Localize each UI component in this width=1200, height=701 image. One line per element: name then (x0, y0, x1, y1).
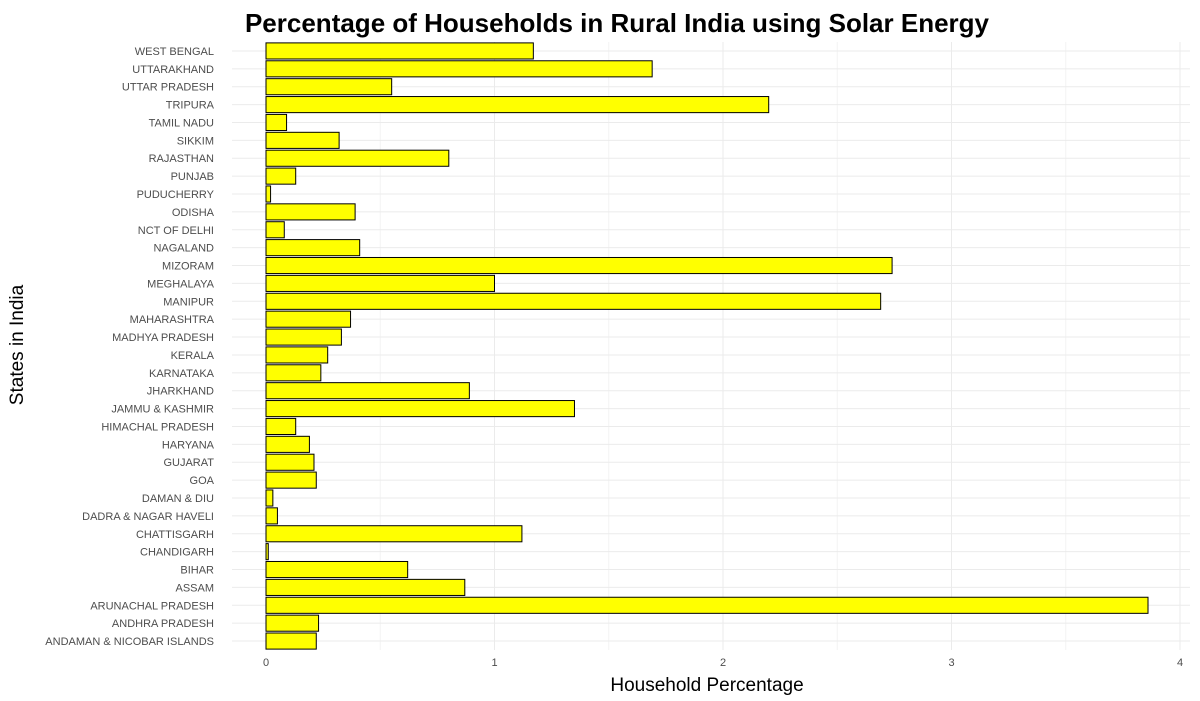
category-label: ODISHA (172, 207, 215, 219)
category-label: KERALA (171, 350, 215, 362)
category-label: ANDAMAN & NICOBAR ISLANDS (45, 636, 214, 648)
bar (265, 131, 340, 149)
category-label: PUDUCHERRY (137, 189, 215, 201)
chart-title: Percentage of Households in Rural India … (245, 8, 990, 38)
bar (265, 525, 523, 543)
category-label: HIMACHAL PRADESH (101, 421, 214, 433)
category-label: GUJARAT (163, 457, 214, 469)
x-tick-label: 4 (1177, 657, 1183, 669)
bar (265, 632, 317, 650)
category-label: RAJASTHAN (149, 153, 214, 165)
category-label: CHANDIGARH (140, 547, 214, 559)
bar (265, 453, 315, 471)
x-tick-label: 2 (720, 657, 726, 669)
bar (265, 328, 342, 346)
bar (265, 221, 285, 239)
category-label: KARNATAKA (149, 368, 215, 380)
bar (265, 507, 278, 525)
bar (265, 417, 297, 436)
bar (265, 274, 495, 292)
bar (265, 239, 361, 257)
bar (265, 400, 575, 418)
category-label: HARYANA (162, 439, 215, 451)
category-label: GOA (190, 475, 215, 487)
bar (265, 364, 322, 382)
bar (265, 149, 450, 167)
category-label: JHARKHAND (147, 386, 214, 398)
category-label: ANDHRA PRADESH (112, 618, 214, 630)
category-label: DADRA & NAGAR HAVELI (82, 511, 214, 523)
bar (265, 42, 534, 60)
bar (265, 185, 272, 203)
y-axis-title: States in India (7, 284, 28, 405)
category-label: MEGHALAYA (147, 278, 214, 290)
bar (265, 489, 274, 507)
bar (265, 578, 466, 596)
x-tick-labels: 0 1 2 3 4 (263, 657, 1183, 669)
bar (265, 543, 269, 561)
category-label: MADHYA PRADESH (112, 332, 214, 344)
category-label: CHATTISGARH (136, 529, 214, 541)
grid-lines (232, 42, 1190, 650)
category-label: SIKKIM (177, 135, 214, 147)
category-label: ASSAM (175, 582, 214, 594)
category-label: TRIPURA (166, 100, 215, 112)
x-axis-title: Household Percentage (610, 675, 803, 696)
bar (265, 471, 317, 489)
category-label: MAHARASHTRA (130, 314, 215, 326)
bar (265, 256, 893, 275)
bar (265, 60, 653, 78)
category-labels: ANDAMAN & NICOBAR ISLANDS ANDHRA PRADESH A… (45, 46, 214, 648)
bar (265, 78, 393, 96)
bar (265, 96, 770, 114)
category-label: WEST BENGAL (135, 46, 214, 58)
x-tick-label: 1 (491, 657, 497, 669)
bar (265, 346, 329, 364)
bar (265, 614, 320, 632)
category-label: PUNJAB (171, 171, 214, 183)
bar (265, 203, 356, 221)
bar (265, 560, 409, 579)
bar (265, 113, 288, 132)
bar (265, 167, 297, 185)
bar (265, 435, 310, 453)
category-label: BIHAR (180, 565, 214, 577)
bar (265, 596, 1149, 614)
category-label: DAMAN & DIU (142, 493, 214, 505)
category-label: MANIPUR (163, 296, 214, 308)
category-label: UTTAR PRADESH (122, 82, 214, 94)
bar (265, 382, 470, 400)
category-label: UTTARAKHAND (132, 64, 214, 76)
category-label: MIZORAM (162, 261, 214, 273)
category-label: NCT OF DELHI (138, 225, 214, 237)
category-label: ARUNACHAL PRADESH (90, 600, 214, 612)
category-label: TAMIL NADU (149, 117, 214, 129)
category-label: NAGALAND (153, 243, 214, 255)
bar (265, 292, 882, 310)
x-tick-label: 3 (948, 657, 954, 669)
bar (265, 310, 352, 328)
x-tick-label: 0 (263, 657, 269, 669)
category-label: JAMMU & KASHMIR (111, 404, 214, 416)
bars-group (265, 42, 1149, 650)
